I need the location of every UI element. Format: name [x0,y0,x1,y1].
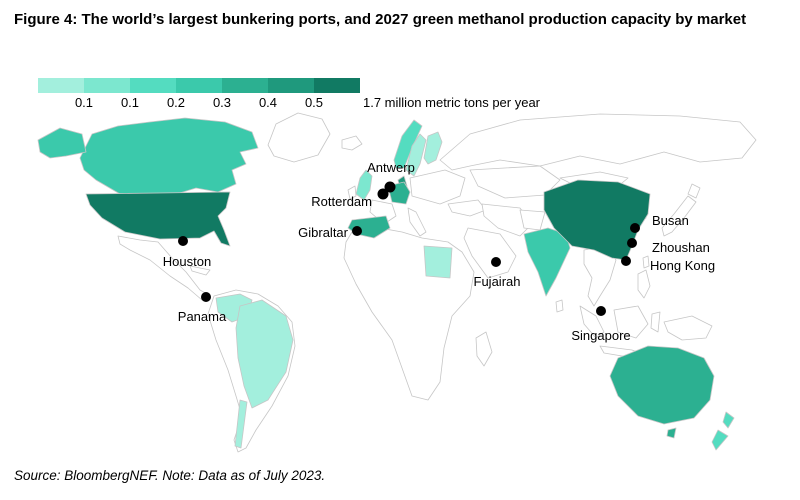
port-dot-houston [178,236,188,246]
country-italy [407,207,427,237]
color-scale-legend: 0.1 0.1 0.2 0.3 0.4 0.5 1.7 million metr… [38,78,541,110]
country-new-zealand-north [722,411,735,429]
island-philippines [637,269,651,299]
island-madagascar [475,331,493,367]
country-finland [423,131,443,165]
port-dot-rotterdam [377,188,389,200]
legend-label-6: 0.5 [305,95,323,110]
island-sri-lanka [555,299,564,313]
port-dot-panama [201,292,211,302]
country-france [369,199,397,225]
legend-swatch-1 [38,78,84,93]
island-new-guinea [663,315,713,341]
legend-swatch-2 [84,78,130,93]
island-borneo [613,305,649,339]
country-china [543,179,651,261]
port-dot-hong-kong [621,256,631,266]
country-uk [355,169,373,201]
island-taiwan [642,255,650,269]
country-new-zealand-south [711,429,729,451]
port-dot-singapore [596,306,606,316]
port-label-rotterdam: Rotterdam [311,194,372,209]
country-iran [481,203,533,237]
island-ireland [347,185,357,200]
country-russia [439,113,757,171]
country-chile [234,399,248,449]
port-label-singapore: Singapore [571,328,630,343]
island-greenland [267,112,331,163]
island-cuba [189,265,211,276]
country-india [523,227,571,297]
port-label-hong-kong: Hong Kong [650,258,715,273]
figure-title: Figure 4: The world’s largest bunkering … [14,11,747,28]
port-label-panama: Panama [178,309,227,324]
legend-label-5: 0.4 [259,95,277,110]
legend-label-2: 0.1 [121,95,139,110]
country-pakistan [519,209,546,231]
country-norway [393,119,423,169]
country-canada [79,117,259,197]
country-east-europe [409,169,466,205]
island-iceland [341,135,363,151]
country-japan [661,195,697,237]
country-turkey [447,199,487,217]
port-dot-zhoushan [627,238,637,248]
country-usa [85,191,231,247]
island-hokkaido [687,183,701,199]
legend-swatch-7 [314,78,360,93]
legend-swatch-3 [130,78,176,93]
island-sumatra [579,305,605,339]
country-sweden [405,133,427,177]
port-label-houston: Houston [163,254,211,269]
port-label-gibraltar: Gibraltar [298,225,349,240]
legend-swatch-5 [222,78,268,93]
region-alaska [37,127,87,159]
legend-label-4: 0.3 [213,95,231,110]
port-dot-busan [630,223,640,233]
legend-swatch-4 [176,78,222,93]
source-note: Source: BloombergNEF. Note: Data as of J… [14,468,326,483]
island-tasmania [666,427,677,439]
continent-africa [343,227,475,401]
country-australia [609,345,715,425]
country-arabia [463,227,517,279]
port-label-zhoushan: Zhoushan [652,240,710,255]
country-egypt [423,245,453,279]
island-sulawesi [650,311,661,333]
legend-label-1: 0.1 [75,95,93,110]
legend-label-3: 0.2 [167,95,185,110]
port-dot-antwerp [384,181,396,193]
port-label-antwerp: Antwerp [367,160,415,175]
port-dot-fujairah [491,257,501,267]
port-label-fujairah: Fujairah [474,274,521,289]
legend-swatch-6 [268,78,314,93]
port-label-busan: Busan [652,213,689,228]
port-dot-gibraltar [352,226,362,236]
legend-label-7: 1.7 million metric tons per year [363,95,541,110]
world-map: Houston Panama Antwerp Rotterdam Gibralt… [37,112,757,453]
country-brazil [235,299,294,409]
